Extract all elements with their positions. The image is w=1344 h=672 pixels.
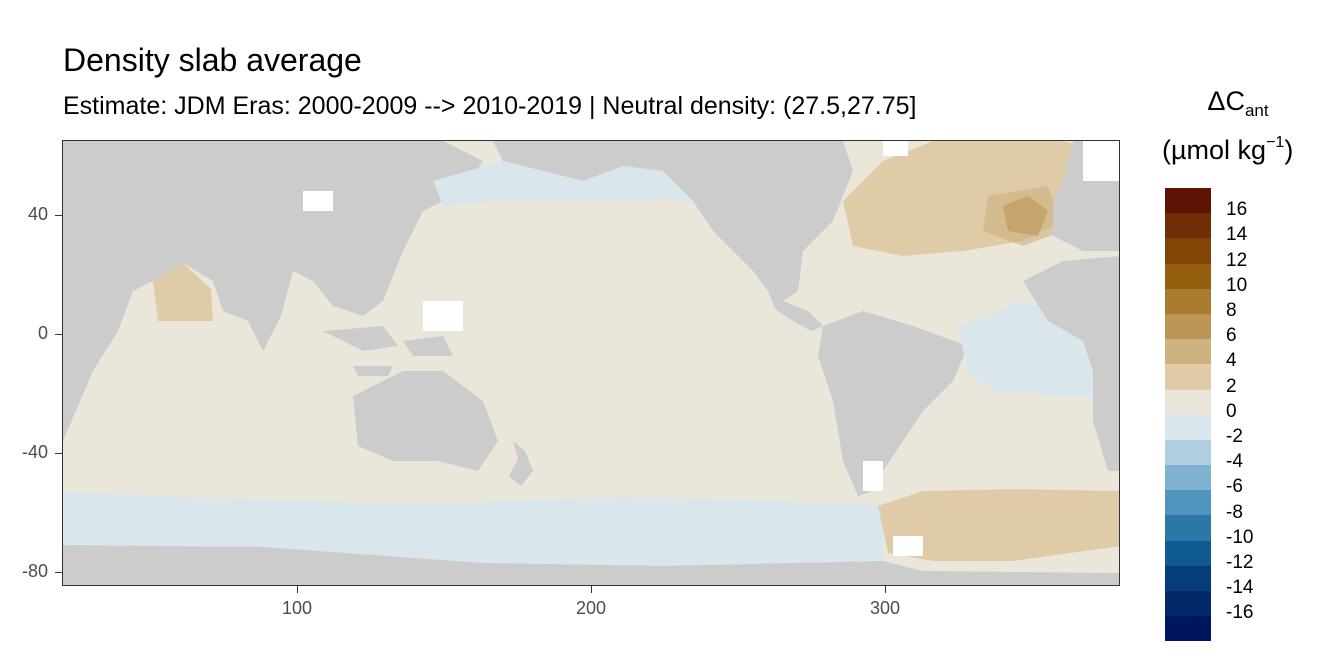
indonesia-land: [323, 326, 453, 376]
x-tick-mark: [297, 586, 298, 593]
legend-label: 0: [1226, 400, 1237, 422]
y-tick-label: -40: [21, 442, 48, 462]
legend-title-main: ΔC: [1207, 86, 1245, 116]
y-tick-label: -80: [21, 561, 48, 581]
no-data-patches: [303, 141, 1119, 556]
legend-swatch: [1165, 339, 1211, 365]
north-atlantic-positive-core: [983, 186, 1063, 246]
y-tick-label: 40: [27, 204, 48, 224]
legend-swatch: [1165, 439, 1211, 466]
legend-swatch: [1165, 515, 1211, 541]
legend-label: -16: [1226, 602, 1254, 624]
legend-label: 2: [1226, 375, 1237, 397]
map-title: Density slab average: [63, 42, 362, 78]
legend-label: -14: [1226, 577, 1254, 599]
south-america-land: [818, 311, 968, 496]
legend-label: -10: [1226, 526, 1254, 548]
arabian-sea-positive-region: [153, 263, 213, 321]
legend-label: 16: [1226, 199, 1248, 221]
legend-swatch: [1165, 213, 1211, 239]
legend-unit-prefix: (µmol kg: [1162, 135, 1267, 165]
legend-label: 6: [1226, 325, 1237, 347]
legend-title: ΔCant: [1178, 86, 1298, 121]
legend-label: 4: [1226, 350, 1237, 372]
australia-land: [353, 371, 498, 471]
legend-swatch: [1165, 540, 1211, 566]
legend-unit: (µmol kg−1): [1162, 134, 1293, 166]
legend-label: 14: [1226, 224, 1248, 246]
map-subtitle: Estimate: JDM Eras: 2000-2009 --> 2010-2…: [63, 92, 917, 120]
africa-land: [63, 141, 133, 441]
x-tick-mark: [591, 586, 592, 593]
legend-label: 10: [1226, 274, 1248, 296]
x-tick-label: 200: [575, 598, 607, 618]
legend-label: -8: [1226, 501, 1243, 523]
legend-label: -2: [1226, 426, 1243, 447]
legend-label: -6: [1226, 476, 1243, 498]
y-tick-mark: [55, 453, 62, 454]
legend-swatch: [1165, 414, 1211, 440]
legend-title-sub: ant: [1244, 101, 1269, 120]
legend-swatch: [1165, 364, 1211, 390]
x-tick-label: 300: [869, 598, 901, 618]
y-tick-mark: [55, 215, 62, 216]
legend-swatch: [1165, 465, 1211, 491]
africa-east-land: [1023, 256, 1119, 471]
y-tick-mark: [55, 334, 62, 335]
legend-swatch: [1165, 490, 1211, 516]
north-pacific-negative-region: [433, 161, 693, 206]
map-canvas: [63, 141, 1119, 585]
south-atlantic-positive-region: [878, 489, 1119, 561]
y-tick-label: 0: [37, 323, 48, 343]
legend-label: -4: [1226, 451, 1243, 473]
antarctica-land: [63, 545, 1119, 585]
india-land: [213, 271, 293, 351]
legend-swatch: [1165, 188, 1211, 214]
x-tick-mark: [885, 586, 886, 593]
x-tick-label: 100: [281, 598, 313, 618]
legend-swatch: [1165, 288, 1211, 314]
legend-unit-suffix: ): [1284, 135, 1294, 165]
southern-ocean-negative-region: [63, 491, 883, 566]
legend-swatch: [1165, 238, 1211, 264]
legend-colorbar: [1165, 188, 1211, 642]
y-tick-mark: [55, 572, 62, 573]
legend-unit-exponent: −1: [1266, 134, 1285, 151]
eurasia-land: [123, 141, 483, 316]
legend-swatch: [1165, 565, 1211, 591]
map-panel: [62, 140, 1120, 586]
legend-swatch: [1165, 389, 1211, 415]
new-zealand-land: [509, 441, 533, 486]
central-america-land: [768, 291, 823, 331]
legend-label: 12: [1226, 249, 1248, 271]
legend-swatch: [1165, 263, 1211, 289]
legend-swatch: [1165, 591, 1211, 617]
legend-label: 8: [1226, 300, 1237, 321]
legend-swatch: [1165, 313, 1211, 340]
legend-swatch: [1165, 616, 1211, 642]
legend-label: -12: [1226, 552, 1254, 573]
